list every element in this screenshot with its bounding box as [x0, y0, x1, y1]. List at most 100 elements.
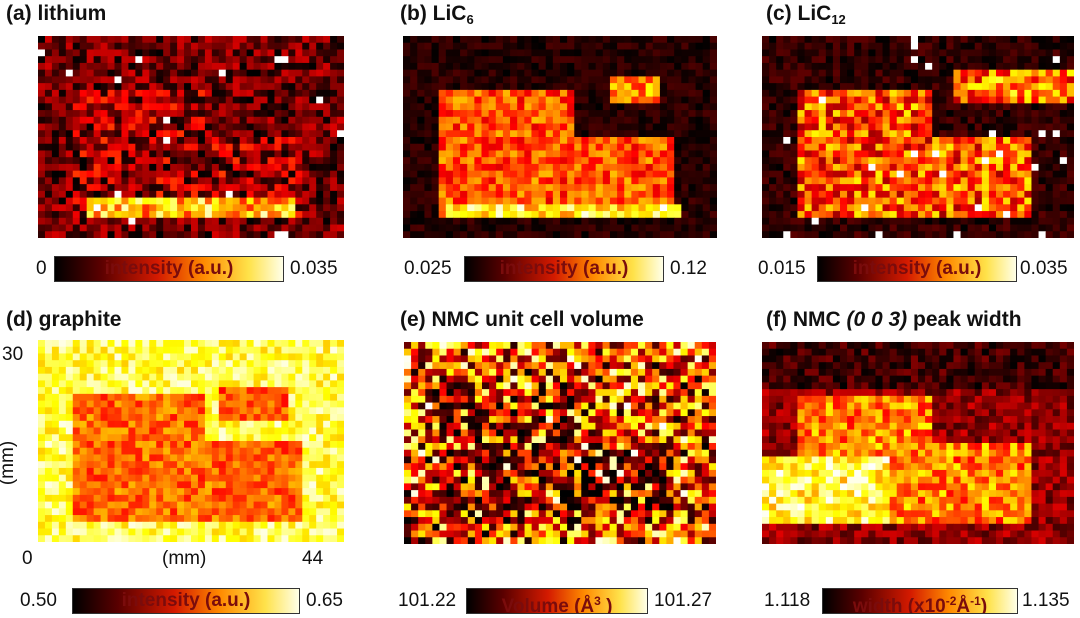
heatmap-cell [1038, 217, 1047, 225]
heatmap-cell [121, 96, 129, 104]
heatmap-cell [184, 231, 192, 238]
heatmap-cell [218, 137, 227, 145]
heatmap-cell [288, 353, 296, 361]
heatmap-cell [659, 83, 668, 91]
heatmap-cell [86, 170, 95, 178]
heatmap-cell [702, 217, 711, 225]
heatmap-cell [595, 211, 604, 219]
heatmap-cell [681, 157, 689, 165]
heatmap-cell [889, 76, 898, 84]
heatmap-cell [177, 481, 185, 489]
heatmap-cell [163, 461, 171, 469]
heatmap-cell [445, 163, 454, 172]
heatmap-cell [574, 56, 582, 64]
heatmap-cell [695, 62, 704, 71]
heatmap-cell [988, 56, 997, 64]
heatmap-cell [86, 414, 95, 422]
heatmap-cell [1017, 204, 1025, 212]
heatmap-cell [337, 110, 344, 118]
heatmap-cell [142, 49, 150, 57]
heatmap-cell [889, 150, 898, 158]
heatmap-cell [581, 211, 589, 219]
heatmap-cell [574, 231, 582, 238]
heatmap-cell [939, 123, 947, 131]
heatmap-cell [960, 130, 969, 138]
heatmap-cell [481, 62, 490, 71]
heatmap-cell [652, 83, 661, 91]
heatmap-cell [232, 488, 241, 496]
heatmap-cell [953, 163, 961, 172]
heatmap-cell [142, 211, 150, 219]
heatmap-cell [552, 49, 561, 57]
heatmap-cell [595, 177, 604, 185]
heatmap-cell [1017, 177, 1025, 185]
heatmap-cell [460, 137, 468, 145]
heatmap-cell [481, 103, 490, 111]
heatmap-cell [552, 204, 561, 212]
heatmap-cell [218, 83, 227, 91]
heatmap-cell [652, 197, 661, 205]
heatmap-cell [128, 62, 136, 71]
heatmap-cell [581, 137, 589, 145]
heatmap-cell [452, 211, 461, 219]
heatmap-cell [825, 211, 834, 219]
heatmap-cell [560, 184, 568, 192]
heatmap-cell [896, 116, 905, 124]
heatmap-cell [309, 163, 317, 172]
heatmap-cell [281, 434, 289, 442]
heatmap-cell [128, 170, 136, 178]
heatmap-cell [225, 414, 234, 422]
heatmap-cell [100, 130, 108, 138]
heatmap-cell [218, 231, 227, 238]
heatmap-cell [1059, 42, 1068, 50]
heatmap-cell [121, 467, 129, 476]
heatmap-cell [38, 89, 46, 97]
heatmap-cell [218, 400, 227, 408]
heatmap-cell [142, 461, 150, 469]
heatmap-cell [1024, 49, 1032, 57]
heatmap-cell [302, 177, 310, 185]
heatmap-cell [974, 69, 983, 77]
heatmap-cell [128, 190, 136, 198]
heatmap-cell [142, 427, 150, 435]
heatmap-cell [211, 204, 220, 212]
heatmap-cell [65, 340, 74, 348]
heatmap-cell [302, 49, 310, 57]
heatmap-cell [337, 170, 344, 178]
heatmap-cell [424, 76, 432, 84]
heatmap-cell [197, 346, 206, 354]
heatmap-cell [903, 224, 912, 232]
heatmap-cell [988, 103, 997, 111]
heatmap-cell [65, 56, 74, 64]
heatmap-cell [1059, 130, 1068, 138]
heatmap-cell [246, 42, 254, 50]
heatmap-cell [79, 461, 88, 469]
heatmap-cell [197, 441, 206, 449]
heatmap-cell [960, 137, 969, 145]
heatmap-cell [114, 170, 122, 178]
heatmap-cell [163, 116, 171, 124]
heatmap-cell [121, 157, 129, 165]
heatmap-cell [232, 420, 241, 428]
heatmap-cell [624, 163, 632, 172]
heatmap-cell [58, 150, 67, 158]
heatmap-cell [925, 116, 933, 124]
heatmap-cell [1010, 69, 1018, 77]
heatmap-cell [481, 204, 490, 212]
heatmap-cell [93, 366, 101, 375]
heatmap-cell [452, 204, 461, 212]
heatmap-cell [295, 184, 303, 192]
heatmap-cell [204, 163, 213, 172]
heatmap-cell [86, 130, 95, 138]
heatmap-cell [776, 89, 784, 97]
heatmap-cell [44, 150, 53, 158]
heatmap-cell [72, 447, 81, 455]
heatmap-cell [274, 373, 282, 381]
heatmap-cell [417, 224, 425, 232]
heatmap-cell [260, 373, 268, 381]
heatmap-cell [481, 157, 490, 165]
heatmap-cell [114, 76, 122, 84]
heatmap-cell [38, 184, 46, 192]
heatmap-cell [135, 96, 143, 104]
heatmap-cell [1038, 170, 1047, 178]
